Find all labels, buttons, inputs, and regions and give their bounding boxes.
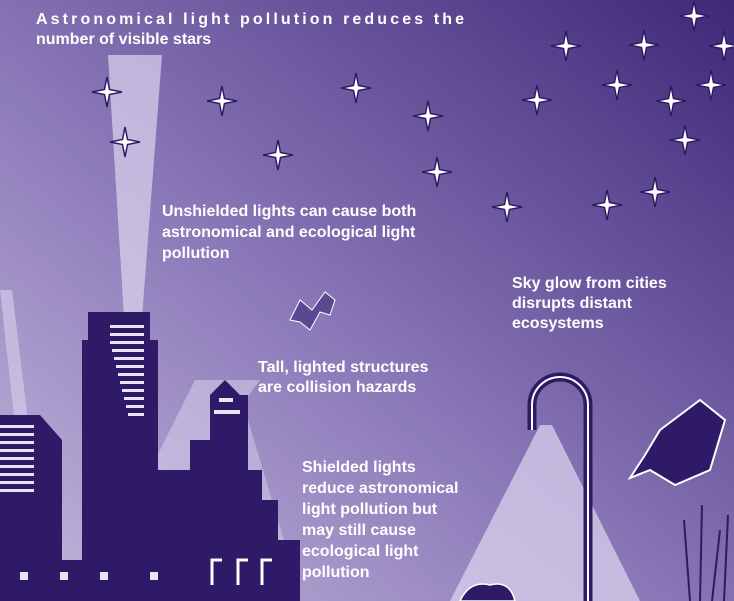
annotation-line: pollution: [162, 245, 230, 262]
star: [601, 69, 633, 101]
annotation-line: light pollution but: [302, 501, 438, 518]
street-lamp-outline: [531, 376, 589, 601]
windows: [0, 325, 240, 580]
star: [669, 124, 701, 156]
star: [655, 85, 687, 117]
shielded-lights: [210, 558, 272, 585]
stars: [91, 0, 734, 223]
star: [412, 100, 444, 132]
annotation-line: ecosystems: [512, 315, 604, 332]
annotation-line: disrupts distant: [512, 295, 633, 312]
star: [262, 139, 294, 171]
reeds: [683, 504, 729, 601]
star: [708, 30, 734, 62]
annotation-line: Sky glow from cities: [512, 275, 667, 292]
star: [109, 126, 141, 158]
duck: [627, 398, 727, 487]
annotation-line: may still cause: [302, 522, 416, 539]
annotation-line: number of visible stars: [36, 31, 211, 48]
star: [206, 85, 238, 117]
star: [91, 76, 123, 108]
star: [695, 69, 727, 101]
star: [639, 176, 671, 208]
star: [550, 30, 582, 62]
bird: [289, 291, 336, 331]
annotation-line: Unshielded lights can cause both: [162, 203, 416, 220]
frog: [459, 583, 516, 601]
star: [340, 72, 372, 104]
building: [0, 415, 62, 601]
light-beam: [108, 55, 162, 318]
annotation-line: ecological light: [302, 543, 419, 560]
annotation-line: Shielded lights: [302, 459, 416, 476]
annotations: Astronomical light pollution reduces the…: [36, 11, 667, 581]
star: [678, 0, 710, 32]
building: [158, 380, 300, 601]
annotation-line: Tall, lighted structures: [258, 359, 429, 376]
annotation-line: reduce astronomical: [302, 480, 459, 497]
annotation-line: pollution: [302, 564, 370, 581]
street-base: [0, 560, 300, 601]
annotation-line: are collision hazards: [258, 379, 416, 396]
star: [628, 29, 660, 61]
annotation-line: astronomical and ecological light: [162, 224, 416, 241]
skyscraper: [82, 312, 158, 601]
star: [421, 156, 453, 188]
star: [591, 189, 623, 221]
star: [491, 191, 523, 223]
star: [521, 84, 553, 116]
